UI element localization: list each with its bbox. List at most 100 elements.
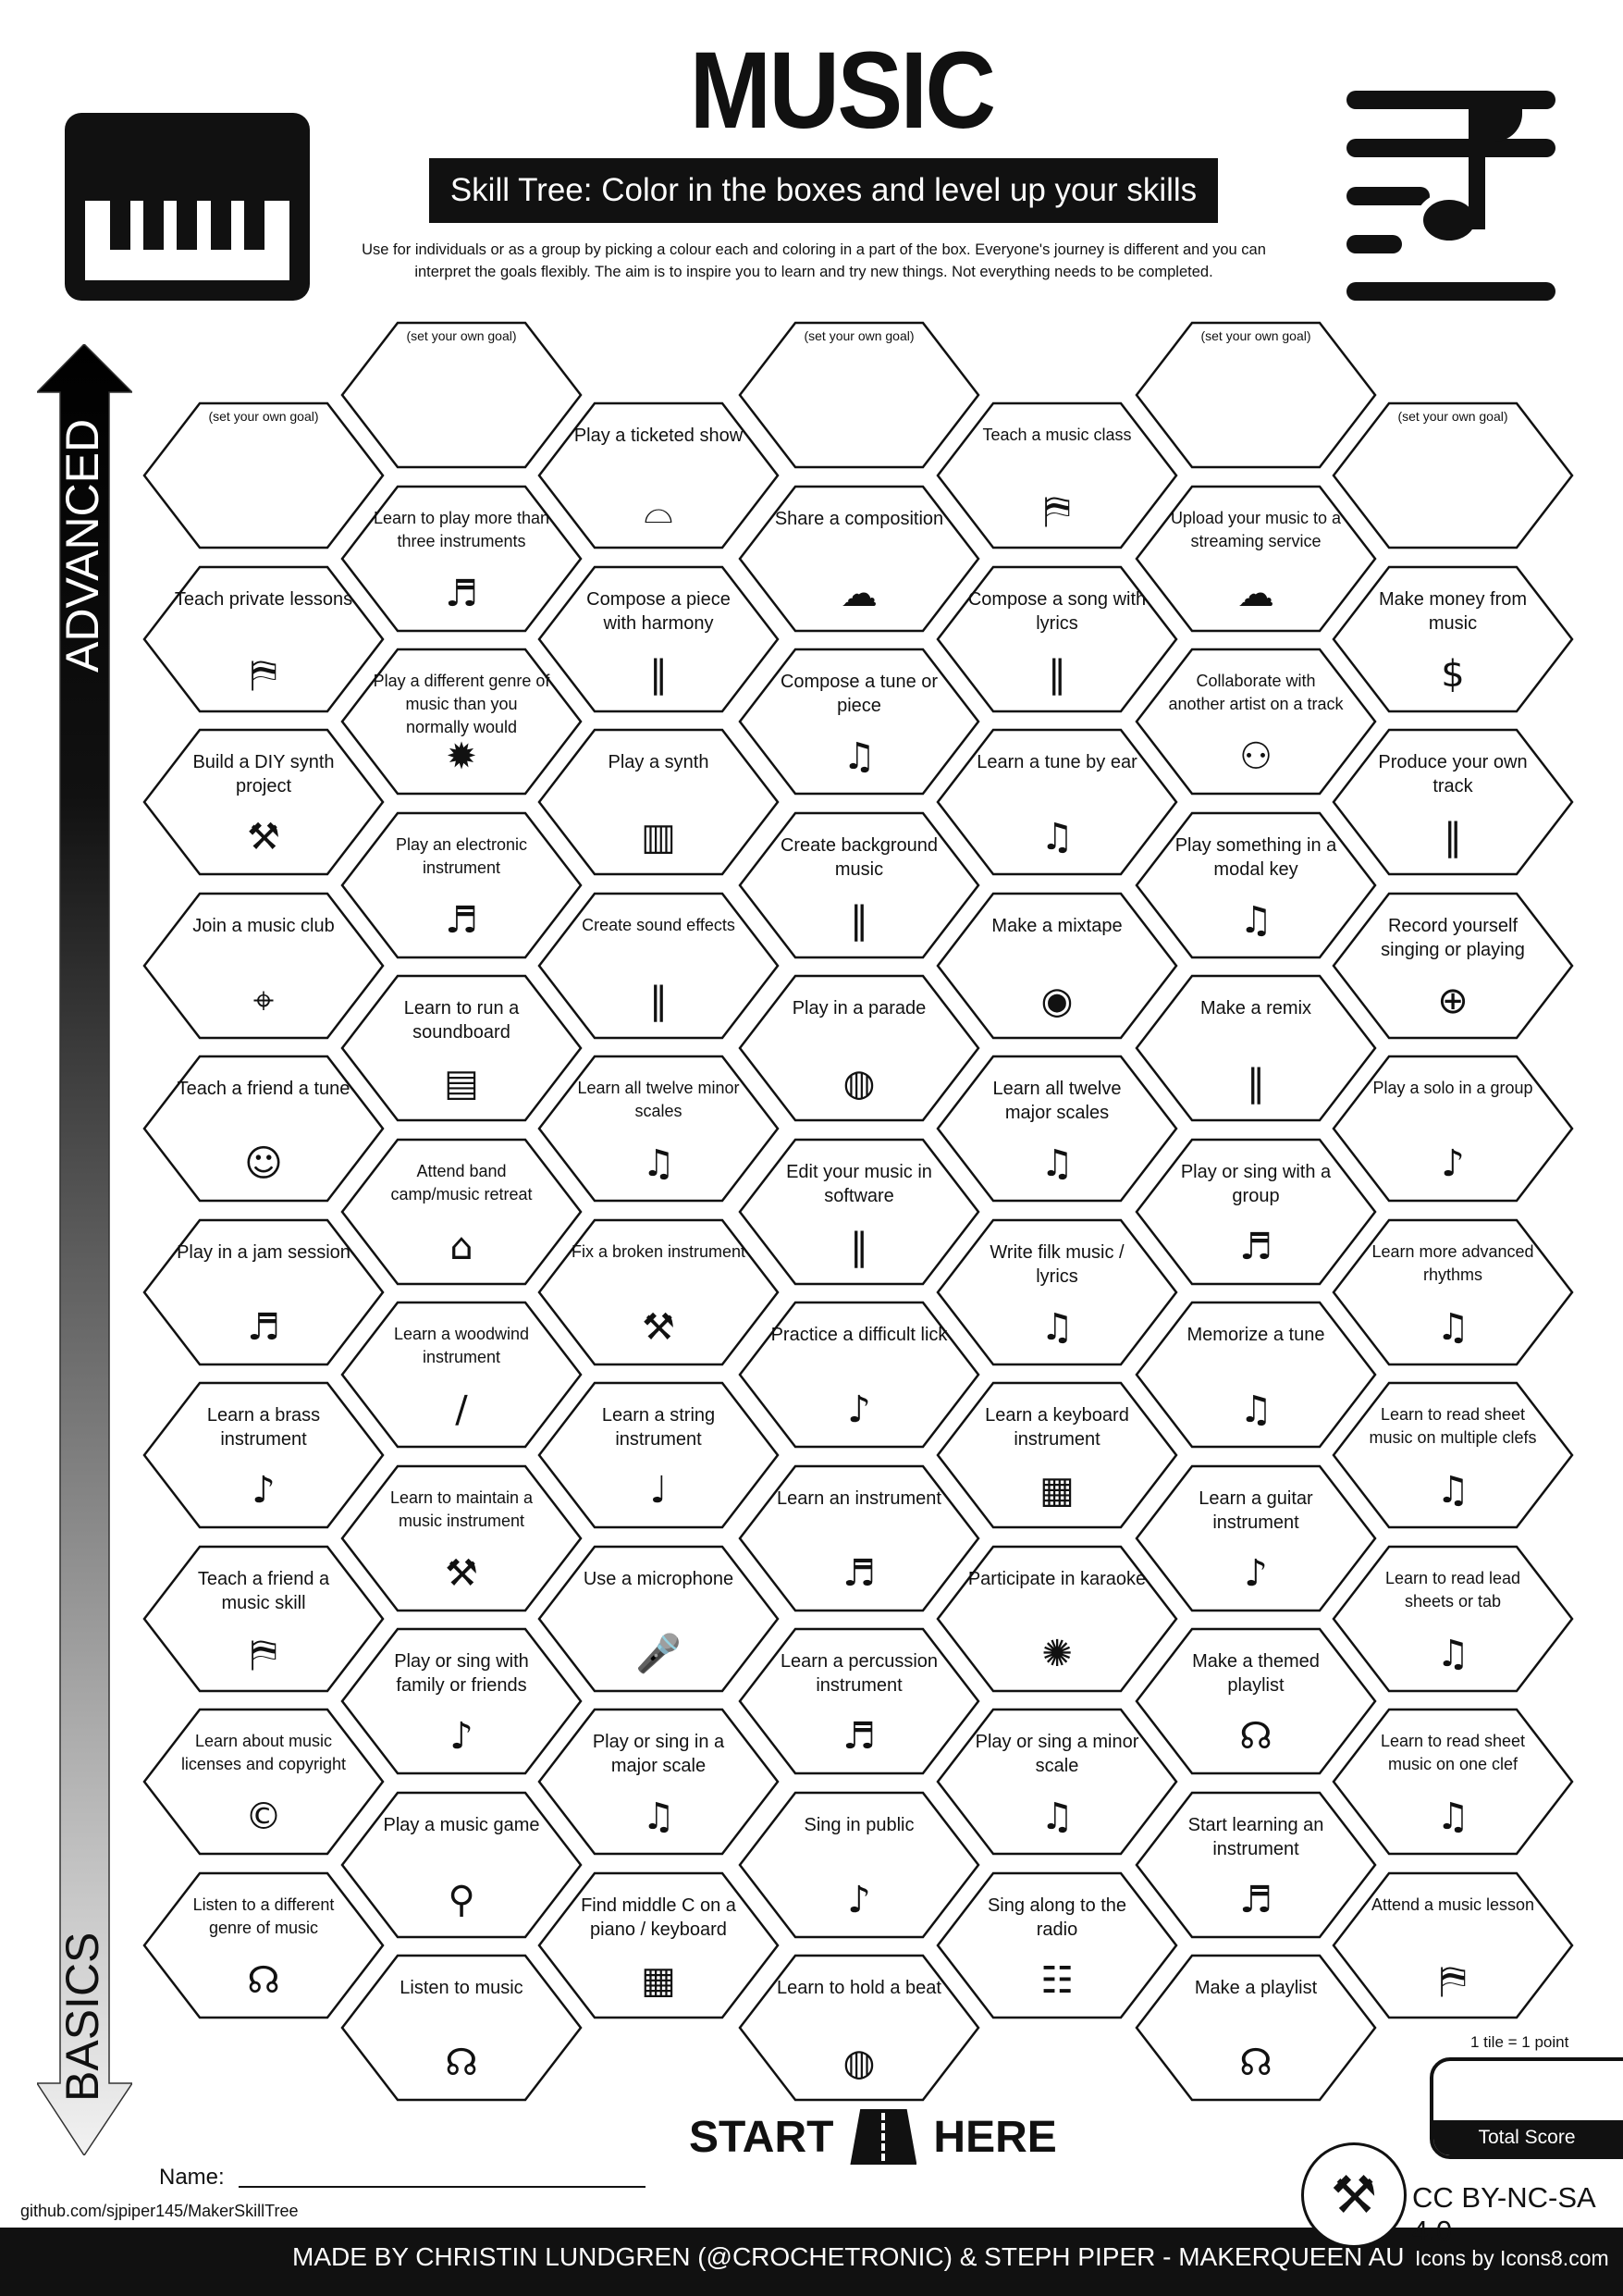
band-icon: ♬ [842,1551,876,1595]
skill-tile[interactable]: Compose a piece with harmony ‖ [537,565,780,713]
icons-credit: Icons by Icons8.com [1415,2246,1609,2270]
skill-tile[interactable]: Learn about music licenses and copyright… [142,1708,385,1856]
skill-tile[interactable]: Produce your own track ‖ [1332,728,1574,876]
skill-tile[interactable]: Play a different genre of music than you… [340,648,583,796]
skill-tile[interactable]: Play or sing in a major scale ♫ [537,1708,780,1856]
skill-tile[interactable]: Learn a tune by ear ♫ [936,728,1178,876]
skill-tile[interactable]: Learn all twelve major scales ♫ [936,1055,1178,1203]
skill-tile[interactable]: Listen to a different genre of music ☊ [142,1871,385,2019]
hex-outline [142,401,385,549]
skill-tile[interactable]: Learn all twelve minor scales ♫ [537,1055,780,1203]
skill-tile[interactable]: Create sound effects ‖ [537,892,780,1040]
skill-tile[interactable]: Play or sing with a group ♬ [1135,1138,1377,1286]
band-icon: ♬ [445,898,478,942]
skill-tile[interactable]: Record yourself singing or playing ⊕ [1332,892,1574,1040]
skill-tile[interactable]: Learn to read sheet music on one clef ♫ [1332,1708,1574,1856]
skill-tile[interactable]: Learn to maintain a music instrument ⚒ [340,1464,583,1612]
github-link[interactable]: github.com/sjpiper145/MakerSkillTree [20,2202,299,2220]
skill-label: Create sound effects [582,915,735,934]
skill-tile[interactable]: Learn a woodwind instrument ∕ [340,1301,583,1449]
skill-label: Attend band camp/music retreat [390,1161,533,1204]
custom-goal-tile[interactable]: (set your own goal) [738,321,980,469]
skill-tile[interactable]: Collaborate with another artist on a tra… [1135,648,1377,796]
skill-tile[interactable]: Make a themed playlist ☊ [1135,1627,1377,1775]
skill-label: Collaborate with another artist on a tra… [1168,672,1344,713]
skill-tile[interactable]: Find middle C on a piano / keyboard ▦ [537,1871,780,2019]
sheet-music-icon: ♫ [1436,1796,1469,1838]
skill-tile[interactable]: Learn an instrument ♬ [738,1464,980,1612]
skill-tile[interactable]: Use a microphone 🎤 [537,1545,780,1693]
skill-tile[interactable]: Make a mixtape ◉ [936,892,1178,1040]
sheet-music-icon: ♫ [1436,1305,1469,1349]
hex-outline [1332,728,1574,876]
skill-tile[interactable]: Sing in public ♪ [738,1791,980,1939]
skill-tile[interactable]: Attend a music lesson ⛿ [1332,1871,1574,2019]
hex-outline [340,1627,583,1775]
skill-tile[interactable]: Memorize a tune ♫ [1135,1301,1377,1449]
skill-tile[interactable]: Learn to read sheet music on multiple cl… [1332,1381,1574,1529]
skill-tile[interactable]: Sing along to the radio ☷ [936,1871,1178,2019]
skill-tile[interactable]: Share a composition ☁ [738,485,980,633]
skill-tile[interactable]: Learn to read lead sheets or tab ♫ [1332,1545,1574,1693]
page-title: MUSIC [689,30,996,152]
skill-tile[interactable]: Teach a friend a tune ☺ [142,1055,385,1203]
skill-tile[interactable]: Play a ticketed show ⌓ [537,401,780,549]
skill-tile[interactable]: Make a remix ‖ [1135,974,1377,1122]
skill-tile[interactable]: Start learning an instrument ♬ [1135,1791,1377,1939]
hex-outline [340,811,583,958]
skill-tile[interactable]: Edit your music in software ‖ [738,1138,980,1286]
skill-tile[interactable]: Attend band camp/music retreat ⌂ [340,1138,583,1286]
skill-tile[interactable]: Make a playlist ☊ [1135,1954,1377,2102]
skill-tile[interactable]: Play an electronic instrument ♬ [340,811,583,959]
skill-tile[interactable]: Play something in a modal key ♫ [1135,811,1377,959]
skill-tile[interactable]: Write filk music / lyrics ♫ [936,1218,1178,1366]
skill-tile[interactable]: Create background music ‖ [738,811,980,959]
skill-tile[interactable]: Teach a friend a music skill ⛿ [142,1545,385,1693]
skill-tile[interactable]: Practice a difficult lick ♪ [738,1301,980,1449]
skill-tile[interactable]: Learn a brass instrument ♪ [142,1381,385,1529]
custom-goal-tile[interactable]: (set your own goal) [340,321,583,469]
skill-tile[interactable]: Play in a parade ◍ [738,974,980,1122]
skill-tile[interactable]: Play in a jam session ♬ [142,1218,385,1366]
skill-tile[interactable]: Play a music game ⚲ [340,1791,583,1939]
skill-label: Learn to read lead sheets or tab [1384,1568,1521,1611]
skill-tile[interactable]: Compose a song with lyrics ‖ [936,565,1178,713]
skill-tile[interactable]: Teach a music class ⛿ [936,401,1178,549]
skill-tile[interactable]: Play a synth ▥ [537,728,780,876]
custom-goal-tile[interactable]: (set your own goal) [1332,401,1574,549]
skill-tile[interactable]: Learn a percussion instrument ♬ [738,1627,980,1775]
skill-tile[interactable]: Learn to play more than three instrument… [340,485,583,633]
skill-label: Make a remix [1199,998,1312,1018]
skill-tile[interactable]: Join a music club ⌖ [142,892,385,1040]
skill-tile[interactable]: Upload your music to a streaming service… [1135,485,1377,633]
custom-goal-tile[interactable]: (set your own goal) [142,401,385,549]
skill-tile[interactable]: Learn a guitar instrument ♪ [1135,1464,1377,1612]
skill-tile[interactable]: Learn a string instrument ♩ [537,1381,780,1529]
hex-outline [537,1055,780,1203]
skill-tile[interactable]: Learn a keyboard instrument ▦ [936,1381,1178,1529]
skill-tile[interactable]: Make money from music $ [1332,565,1574,713]
custom-goal-tile[interactable]: (set your own goal) [1135,321,1377,469]
skill-tile[interactable]: Compose a tune or piece ♫ [738,648,980,796]
skill-tile[interactable]: Teach private lessons ⛿ [142,565,385,713]
skill-tile[interactable]: Fix a broken instrument ⚒ [537,1218,780,1366]
hex-outline [142,565,385,712]
skill-tile[interactable]: Play or sing with family or friends ♪ [340,1627,583,1775]
skill-tile[interactable]: Listen to music ☊ [340,1954,583,2102]
skill-tile[interactable]: Play or sing a minor scale ♫ [936,1708,1178,1856]
goal-label: (set your own goal) [406,328,517,343]
total-score-box[interactable]: Total Score [1430,2057,1623,2159]
keyboard-icon: ▦ [641,1958,676,2002]
skill-tile[interactable]: Participate in karaoke ✺ [936,1545,1178,1693]
teacher-icon: ⛿ [250,1632,277,1675]
headphones-icon: ☊ [1239,2042,1273,2084]
skill-tile[interactable]: Learn more advanced rhythms ♫ [1332,1218,1574,1366]
skill-tile[interactable]: Build a DIY synth project ⚒ [142,728,385,876]
tools-icon: ⚒ [247,816,280,858]
soundboard-icon: ▤ [444,1062,479,1105]
skill-tile[interactable]: Learn to hold a beat ◍ [738,1954,980,2102]
hex-outline [537,892,780,1039]
name-field[interactable] [239,2186,646,2188]
skill-tile[interactable]: Learn to run a soundboard ▤ [340,974,583,1122]
skill-tile[interactable]: Play a solo in a group ♪ [1332,1055,1574,1203]
